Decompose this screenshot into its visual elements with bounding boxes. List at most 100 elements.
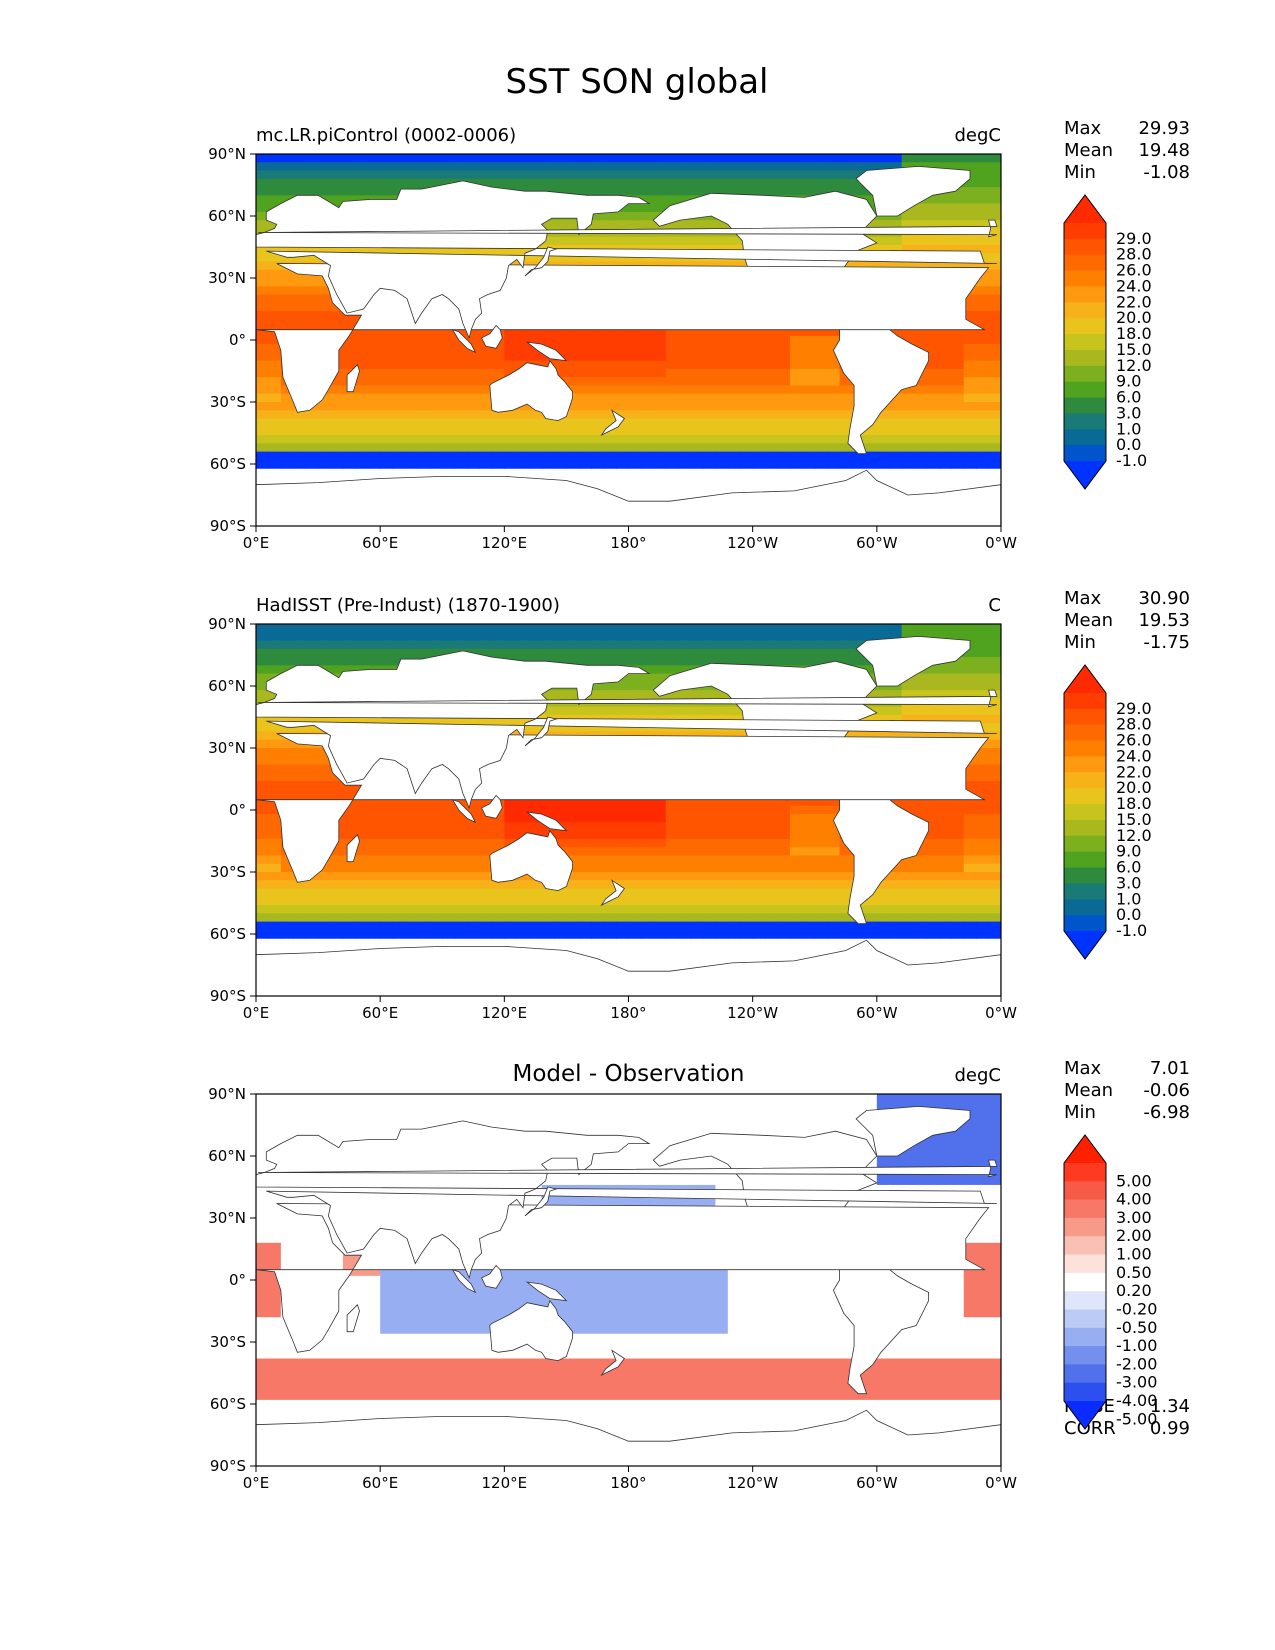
data-cell xyxy=(628,418,642,428)
data-cell xyxy=(342,1102,356,1112)
data-cell xyxy=(467,335,481,345)
data-cell xyxy=(504,435,518,444)
data-cell xyxy=(591,723,605,733)
data-cell xyxy=(616,327,630,337)
data-cell xyxy=(516,418,530,428)
data-cell xyxy=(963,764,977,774)
data-cell xyxy=(566,880,580,890)
data-cell xyxy=(976,632,990,642)
data-cell xyxy=(827,1110,841,1120)
data-cell xyxy=(752,435,766,444)
data-cell xyxy=(839,731,853,741)
data-cell xyxy=(367,178,381,188)
data-cell xyxy=(268,863,282,873)
data-cell xyxy=(454,344,468,353)
data-cell xyxy=(703,863,717,873)
data-cell xyxy=(839,896,853,906)
data-cell xyxy=(256,311,270,320)
data-cell xyxy=(715,830,729,840)
colorbar-extend-bottom xyxy=(1064,931,1106,959)
data-cell xyxy=(653,410,667,420)
data-cell xyxy=(342,344,356,353)
data-cell xyxy=(901,921,915,931)
data-cell xyxy=(429,418,443,428)
data-cell xyxy=(280,748,294,757)
data-cell xyxy=(554,368,568,378)
data-cell xyxy=(665,195,679,205)
data-cell xyxy=(541,1094,555,1103)
data-cell xyxy=(690,154,704,163)
data-cell xyxy=(429,327,443,337)
data-cell xyxy=(293,772,307,782)
data-cell xyxy=(616,451,630,461)
data-cell xyxy=(454,896,468,906)
data-cell xyxy=(554,888,568,898)
data-cell xyxy=(367,426,381,436)
data-cell xyxy=(814,385,828,395)
data-cell xyxy=(355,929,369,939)
data-cell xyxy=(777,393,791,403)
data-cell xyxy=(467,244,481,254)
data-cell xyxy=(342,805,356,815)
data-cell xyxy=(976,426,990,436)
data-cell xyxy=(951,451,965,461)
data-cell xyxy=(951,913,965,923)
data-cell xyxy=(491,1094,505,1103)
data-cell xyxy=(479,624,493,633)
colorbar-label: 24.0 xyxy=(1116,746,1152,765)
data-cell xyxy=(665,335,679,345)
data-cell xyxy=(951,244,965,254)
data-cell xyxy=(442,1102,456,1112)
data-cell xyxy=(678,797,692,807)
data-cell xyxy=(926,410,940,420)
colorbar-swatch xyxy=(1064,899,1106,916)
data-cell xyxy=(380,344,394,353)
data-cell xyxy=(318,451,332,461)
data-cell xyxy=(603,681,617,691)
data-cell xyxy=(665,624,679,633)
data-cell xyxy=(256,278,270,287)
data-cell xyxy=(678,888,692,898)
data-cell xyxy=(541,154,555,163)
data-cell xyxy=(268,377,282,387)
data-cell xyxy=(976,1118,990,1128)
data-cell xyxy=(616,624,630,633)
data-cell xyxy=(938,731,952,741)
data-cell xyxy=(566,822,580,832)
data-cell xyxy=(926,451,940,461)
data-cell xyxy=(678,344,692,353)
data-cell xyxy=(256,781,270,790)
data-cell xyxy=(876,896,890,906)
land-greenland xyxy=(855,635,971,687)
data-cell xyxy=(554,838,568,848)
data-cell xyxy=(467,154,481,163)
data-cell xyxy=(541,418,555,428)
data-cell xyxy=(591,360,605,370)
data-cell xyxy=(963,838,977,848)
data-cell xyxy=(367,905,381,914)
data-cell xyxy=(640,178,654,188)
data-cell xyxy=(839,459,853,469)
data-cell xyxy=(367,648,381,658)
data-cell xyxy=(752,327,766,337)
data-cell xyxy=(603,368,617,378)
data-cell xyxy=(827,814,841,823)
data-cell xyxy=(616,838,630,848)
data-cell xyxy=(429,797,443,807)
data-cell xyxy=(715,187,729,196)
data-cell xyxy=(429,929,443,939)
data-cell xyxy=(777,805,791,815)
data-cell xyxy=(280,640,294,650)
data-cell xyxy=(752,360,766,370)
data-cell xyxy=(740,905,754,914)
data-cell xyxy=(268,278,282,287)
data-cell xyxy=(454,410,468,420)
data-cell xyxy=(380,863,394,873)
data-cell xyxy=(740,624,754,633)
data-cell xyxy=(789,187,803,196)
data-cell xyxy=(715,344,729,353)
data-cell xyxy=(318,1094,332,1103)
data-cell xyxy=(342,451,356,461)
data-cell xyxy=(342,822,356,832)
data-cell xyxy=(578,657,592,666)
